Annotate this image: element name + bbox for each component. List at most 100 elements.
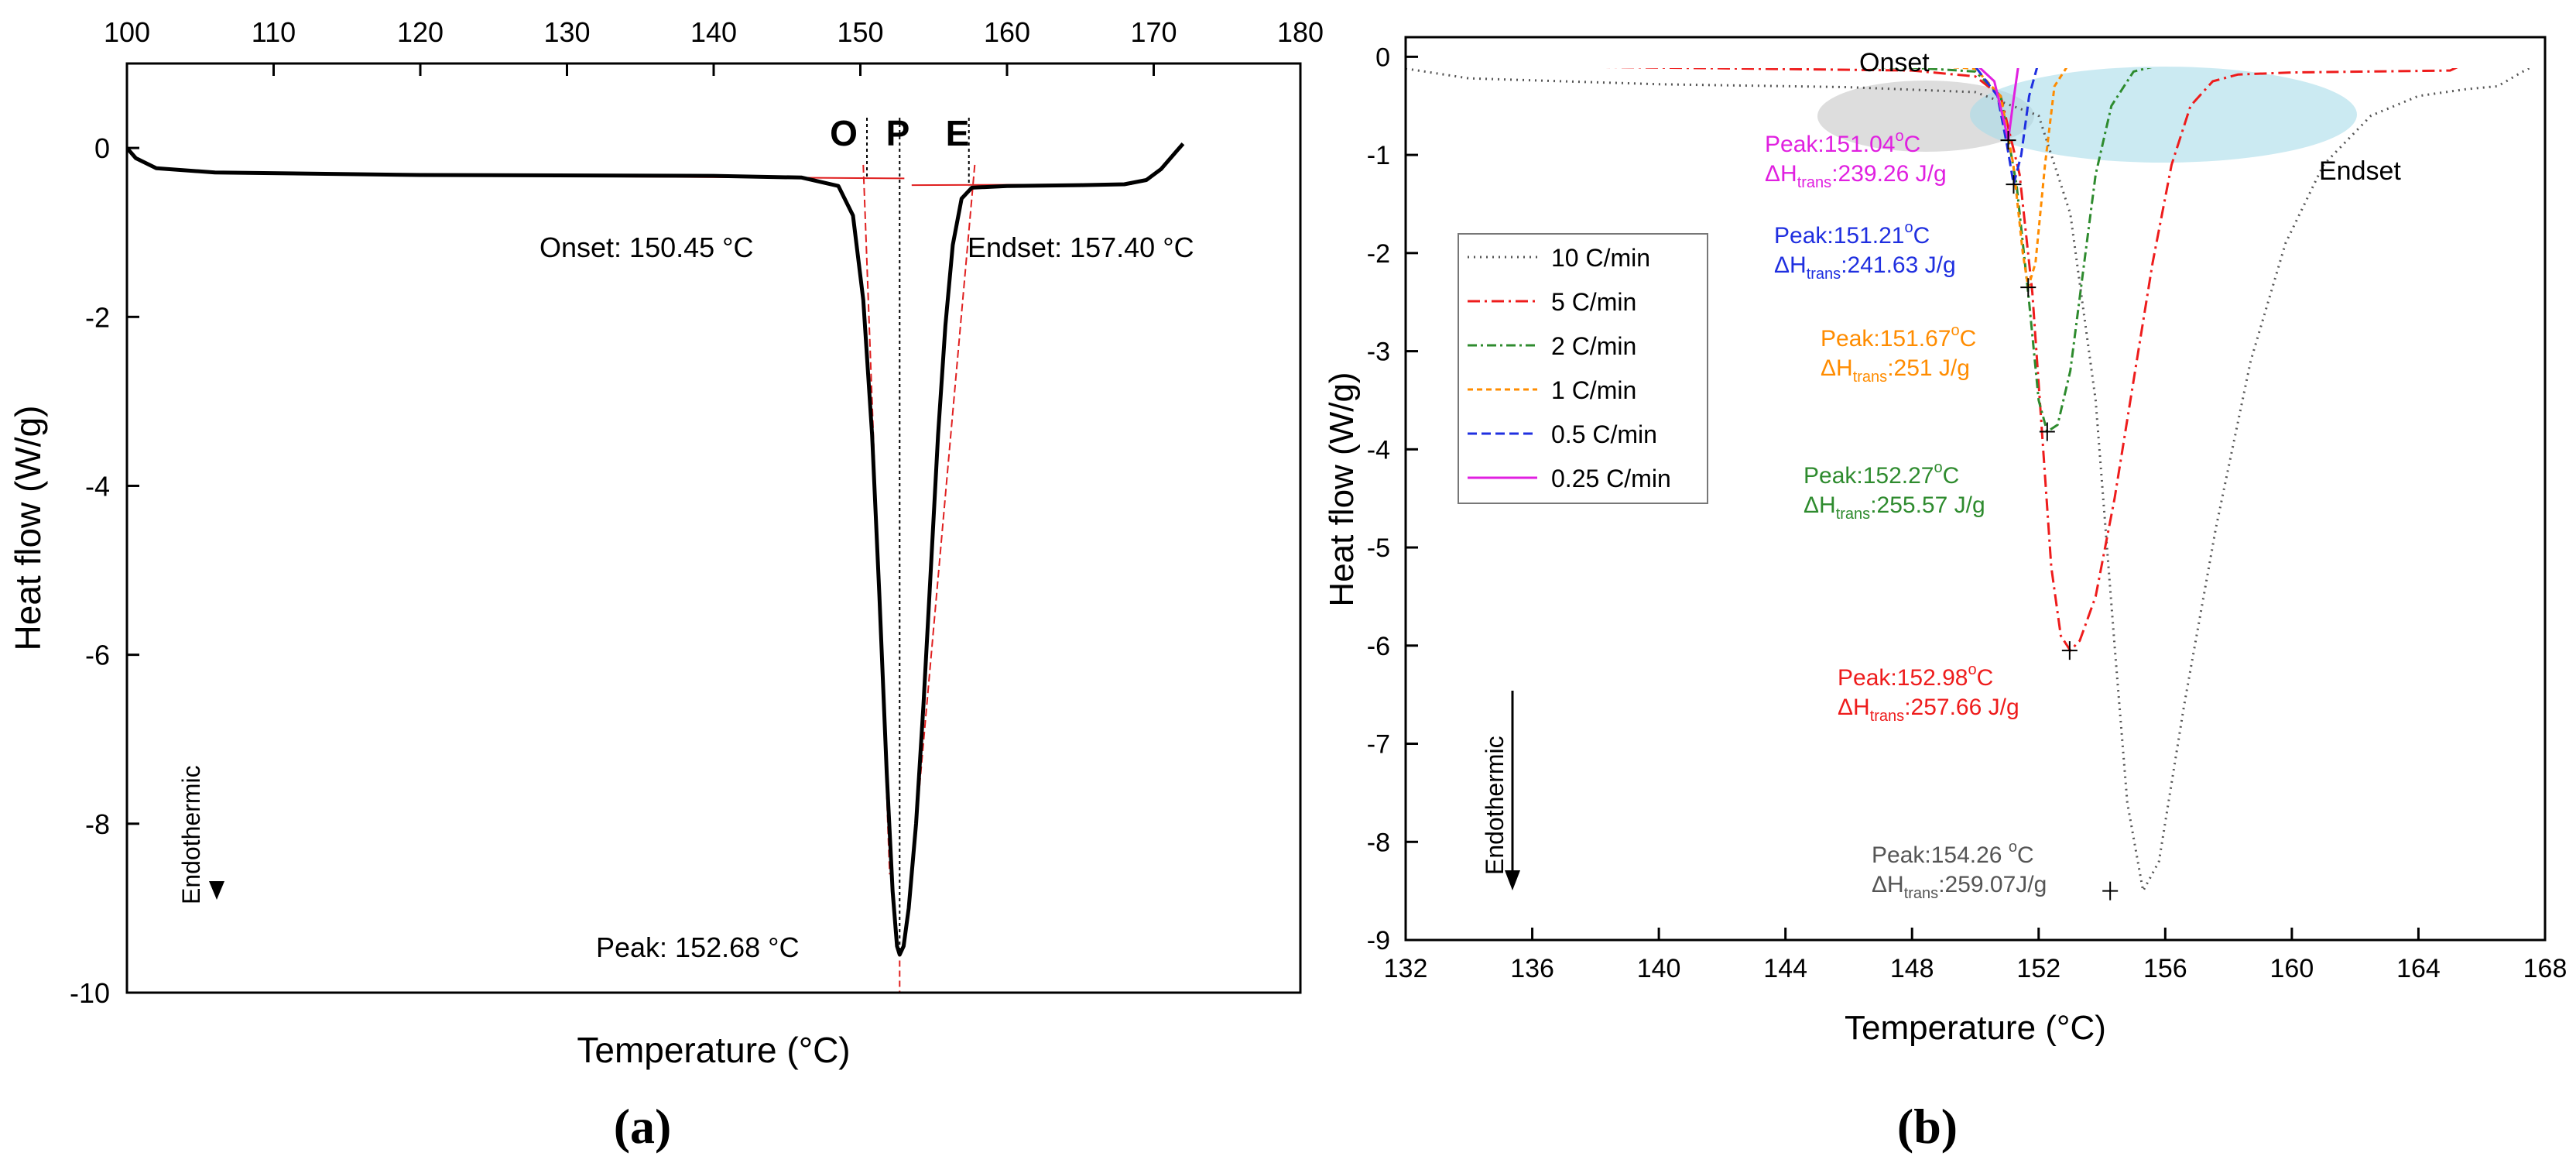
panel-b-peak-prefix: Peak: bbox=[1804, 463, 1863, 489]
panel-b-peak-unit: C bbox=[2017, 842, 2034, 868]
panel-b-peak-prefix: Peak: bbox=[1821, 326, 1880, 352]
panel-b-peak-value: 151.04 bbox=[1824, 132, 1896, 157]
panel-b-peak-unit: C bbox=[1904, 132, 1921, 157]
panel-b-endset-label: Endset bbox=[2319, 156, 2401, 186]
panel-a-y-axis-title: Heat flow (W/g) bbox=[8, 406, 48, 651]
panel-a-x-tick-label: 170 bbox=[1130, 16, 1177, 48]
panel-b-peak-degree: o bbox=[1895, 128, 1903, 145]
panel-b-axes: 132 136 140 144 148 152 156 160 164 168 0 -1 -2 -3 -4 -… bbox=[1367, 43, 2567, 983]
panel-b-peak-temperature-label: Peak:152.98oC bbox=[1838, 661, 1993, 691]
panel-b-peak-enthalpy-label: ΔHtrans:241.63 J/g bbox=[1774, 252, 1956, 283]
panel-b-delta-h-symbol: ΔH bbox=[1774, 252, 1807, 278]
panel-b-peak-unit: C bbox=[1960, 326, 1977, 352]
panel-b-x-tick-label: 152 bbox=[2016, 954, 2060, 983]
panel-b-peak-unit: C bbox=[1913, 223, 1930, 249]
panel-a-y-tick-label: -8 bbox=[85, 808, 110, 840]
panel-b-delta-h-symbol: ΔH bbox=[1838, 695, 1870, 720]
panel-a-series-line bbox=[127, 142, 1185, 957]
panel-b-peak-unit: C bbox=[1943, 463, 1960, 489]
panel-b-legend-label: 0.25 C/min bbox=[1551, 465, 1671, 492]
panel-b-y-axis-title: Heat flow (W/g) bbox=[1323, 372, 1361, 606]
panel-b-peak-unit: C bbox=[1977, 665, 1994, 691]
panel-b-peak-enthalpy-label: ΔHtrans:259.07J/g bbox=[1872, 872, 2047, 902]
panel-b-peak-prefix: Peak: bbox=[1765, 132, 1824, 157]
panel-b-peak-degree: o bbox=[1934, 459, 1942, 476]
panel-a-curve-layer bbox=[127, 142, 1185, 957]
panel-b-peak-value: 151.21 bbox=[1834, 223, 1905, 249]
panel-b-x-axis-title: Temperature (°C) bbox=[1845, 1009, 2106, 1047]
panel-a-y-tick-label: -4 bbox=[85, 470, 110, 502]
panel-b-peak-enthalpy-label: ΔHtrans:251 J/g bbox=[1821, 355, 1970, 386]
panel-b-x-tick-label: 156 bbox=[2143, 954, 2187, 983]
panel-b-peak-value: 152.27 bbox=[1863, 463, 1934, 489]
panel-b-peak-temperature-label: Peak:151.67oC bbox=[1821, 322, 1976, 352]
panel-b-peak-degree: o bbox=[1951, 322, 1959, 339]
panel-a-x-tick-label: 140 bbox=[690, 16, 737, 48]
panel-a-caption: (a) bbox=[614, 1099, 672, 1154]
panel-b-x-tick-label: 148 bbox=[1890, 954, 1934, 983]
panel-b-peak-temperature-label: Peak:154.26 oC bbox=[1872, 839, 2034, 868]
panel-b-y-tick-label: 0 bbox=[1375, 43, 1390, 72]
panel-a-x-tick-label: 130 bbox=[543, 16, 590, 48]
panel-b-enthalpy-value: :259.07J/g bbox=[1938, 872, 2047, 897]
panel-b-enthalpy-value: :251 J/g bbox=[1887, 355, 1970, 381]
panel-b-delta-h-subscript: trans bbox=[1853, 369, 1887, 386]
panel-b-peak-enthalpy-label: ΔHtrans:239.26 J/g bbox=[1765, 161, 1947, 191]
panel-a-axes: 100 110 120 130 140 150 160 170 180 0 -2 -4 -6 -8 -10 bbox=[70, 16, 1324, 1009]
panel-b-y-tick-label: -1 bbox=[1367, 141, 1390, 170]
panel-b-legend-box bbox=[1458, 233, 1708, 504]
panel-b-delta-h-subscript: trans bbox=[1870, 708, 1904, 725]
panel-b-caption: (b) bbox=[1897, 1099, 1958, 1154]
panel-b-endothermic-arrow-icon bbox=[1505, 870, 1520, 890]
panel-b-legend: 10 C/min 5 C/min 2 C/min 1 C/min 0.5 C/min 0.… bbox=[1458, 233, 1708, 504]
panel-b-delta-h-symbol: ΔH bbox=[1804, 492, 1836, 518]
panel-b-enthalpy-value: :241.63 J/g bbox=[1841, 252, 1955, 278]
panel-b-x-tick-label: 140 bbox=[1637, 954, 1681, 983]
panel-b-y-tick-label: -4 bbox=[1367, 435, 1390, 465]
panel-b-y-tick-label: -7 bbox=[1367, 730, 1390, 760]
panel-b-enthalpy-value: :257.66 J/g bbox=[1904, 695, 2019, 720]
panel-b-y-tick-label: -6 bbox=[1367, 632, 1390, 661]
panel-a-letter-peak: P bbox=[886, 113, 910, 153]
panel-b-y-tick-label: -3 bbox=[1367, 338, 1390, 367]
panel-b-delta-h-symbol: ΔH bbox=[1765, 161, 1797, 187]
panel-b-curve-layer bbox=[1406, 68, 2532, 893]
panel-b-series-line bbox=[1605, 68, 2458, 652]
panel-b-endothermic-label: Endothermic bbox=[1481, 736, 1509, 875]
panel-b-peak-value: 152.98 bbox=[1897, 665, 1968, 691]
panel-a-x-tick-label: 110 bbox=[252, 16, 296, 48]
panel-a-y-tick-label: -10 bbox=[70, 977, 110, 1009]
panel-b-x-tick-label: 164 bbox=[2396, 954, 2441, 983]
panel-a-endothermic-arrow-icon bbox=[209, 881, 224, 900]
panel-b-delta-h-symbol: ΔH bbox=[1872, 872, 1904, 897]
panel-b-delta-h-subscript: trans bbox=[1807, 266, 1841, 283]
panel-a-x-axis-title: Temperature (°C) bbox=[577, 1030, 850, 1070]
panel-b-endset-region bbox=[1970, 67, 2357, 163]
panel-a-x-tick-label: 160 bbox=[984, 16, 1030, 48]
panel-b-legend-label: 2 C/min bbox=[1551, 332, 1636, 360]
panel-b-series-line bbox=[1949, 68, 2068, 289]
panel-b-series-line bbox=[1978, 68, 2019, 142]
panel-a-y-tick-label: -6 bbox=[85, 640, 110, 671]
panel-b-peak-temperature-label: Peak:151.21oC bbox=[1774, 219, 1930, 249]
panel-b-x-tick-label: 136 bbox=[1510, 954, 1554, 983]
panel-b-delta-h-subscript: trans bbox=[1904, 885, 1938, 902]
panel-b-peak-prefix: Peak: bbox=[1838, 665, 1897, 691]
panel-b-onset-label: Onset bbox=[1859, 48, 1930, 77]
panel-b-peak-temperature-label: Peak:152.27oC bbox=[1804, 459, 1959, 489]
panel-b-y-tick-label: -9 bbox=[1367, 926, 1390, 955]
panel-b-delta-h-subscript: trans bbox=[1797, 174, 1831, 191]
panel-a-y-tick-label: 0 bbox=[94, 132, 110, 164]
panel-b-enthalpy-value: :239.26 J/g bbox=[1831, 161, 1946, 187]
panel-a-x-tick-label: 100 bbox=[104, 16, 150, 48]
panel-a-letter-endset: E bbox=[946, 113, 970, 153]
panel-b-peak-degree: o bbox=[1968, 661, 1976, 678]
panel-b-y-tick-label: -8 bbox=[1367, 828, 1390, 857]
panel-b-plot-frame bbox=[1404, 36, 2547, 942]
panel-b-onset-region bbox=[1817, 81, 2034, 152]
panel-a-x-tick-label: 120 bbox=[397, 16, 444, 48]
panel-b-series-line bbox=[1406, 68, 2532, 893]
panel-a-y-tick-label: -2 bbox=[85, 301, 110, 333]
